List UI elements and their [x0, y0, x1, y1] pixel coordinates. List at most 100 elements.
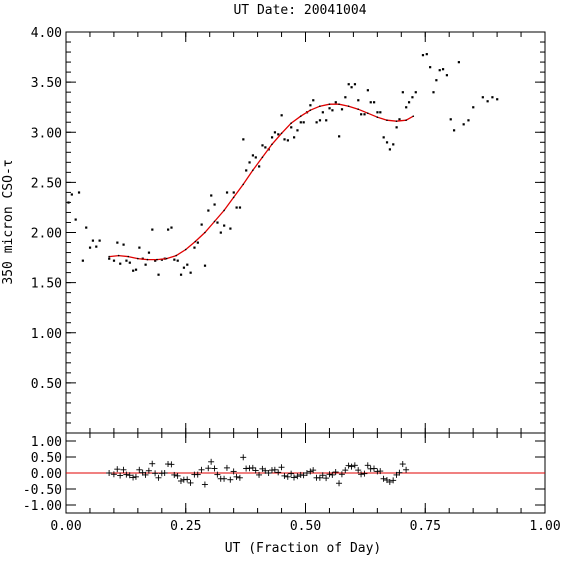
residual-point — [271, 466, 278, 473]
residual-point — [161, 470, 168, 476]
residual-point — [171, 471, 178, 478]
data-point — [283, 138, 286, 141]
residual-point — [396, 469, 403, 476]
data-point — [445, 74, 449, 77]
residual-point — [208, 458, 215, 465]
resid-y-tick-label: 0.00 — [31, 467, 62, 482]
data-point — [108, 257, 111, 260]
data-point — [254, 156, 257, 159]
residual-point — [319, 472, 326, 479]
data-point — [167, 228, 170, 231]
residual-point — [323, 475, 330, 482]
main-y-tick-label: 4.00 — [31, 26, 62, 41]
data-point — [91, 239, 95, 242]
data-point — [173, 258, 176, 261]
data-point — [318, 119, 322, 122]
data-point — [176, 259, 179, 262]
residual-point — [316, 474, 323, 481]
residual-point — [211, 465, 218, 472]
fit-sample-point — [280, 132, 283, 135]
residual-point — [201, 481, 208, 488]
fit-sample-point — [319, 105, 321, 107]
residual-point — [355, 467, 362, 474]
fit-sample-point — [290, 122, 292, 125]
residual-point — [262, 467, 269, 474]
residual-point — [233, 473, 240, 480]
x-tick-label: 0.50 — [290, 519, 321, 534]
data-point — [154, 259, 157, 262]
residual-point — [288, 470, 295, 477]
residual-point — [326, 471, 333, 478]
residual-point — [390, 477, 397, 484]
x-axis-label: UT (Fraction of Day) — [225, 541, 382, 556]
residual-point — [342, 467, 349, 474]
data-point — [207, 209, 210, 212]
data-point — [414, 91, 417, 94]
data-point — [385, 141, 389, 144]
x-tick-label: 0.75 — [410, 519, 441, 534]
residual-point — [361, 470, 368, 477]
data-point — [353, 83, 357, 86]
resid-y-tick-label: -1.00 — [23, 499, 62, 514]
data-point — [200, 223, 203, 226]
data-point — [235, 206, 238, 209]
data-point — [441, 68, 445, 71]
residual-point — [351, 462, 358, 469]
data-point — [77, 191, 81, 194]
data-point — [366, 89, 369, 92]
data-point — [296, 129, 299, 132]
residual-point — [110, 471, 117, 478]
data-point — [293, 136, 296, 139]
data-point — [452, 129, 456, 132]
residual-point — [142, 471, 149, 478]
residual-point — [275, 469, 282, 476]
data-point — [203, 264, 207, 267]
data-point — [273, 131, 277, 134]
residual-point — [377, 468, 384, 475]
fit-sample-point — [108, 255, 110, 258]
data-point — [186, 263, 189, 266]
x-axis: 0.00 0.25 0.50 0.75 1.00 — [50, 32, 561, 534]
residual-panel: -1.00-0.500.000.501.00 — [23, 432, 546, 514]
residual-point — [249, 464, 256, 471]
main-y-tick-label: 1.00 — [31, 327, 62, 342]
data-point — [232, 191, 235, 194]
residual-point — [221, 475, 228, 482]
fit-sample-point — [376, 116, 379, 119]
fit-sample-point — [395, 120, 398, 123]
data-point — [81, 259, 84, 262]
residual-point — [120, 466, 127, 473]
data-point — [449, 118, 452, 121]
fit-sample-point — [175, 254, 177, 257]
data-point — [435, 79, 438, 82]
fit-sample-point — [156, 258, 158, 261]
fit-sample-point — [213, 220, 216, 223]
data-point — [496, 98, 499, 101]
residual-point — [155, 474, 162, 481]
data-point — [248, 161, 251, 164]
data-point — [347, 83, 350, 86]
residual-point — [386, 478, 393, 485]
residual-point — [123, 471, 130, 478]
data-point — [486, 100, 489, 103]
fit-sample-point — [338, 103, 340, 105]
data-point — [225, 191, 229, 194]
residual-point — [205, 465, 212, 472]
main-y-tick-label: 3.50 — [31, 76, 62, 91]
data-point — [277, 133, 280, 136]
residual-point — [265, 470, 272, 476]
data-point — [261, 144, 264, 147]
data-point — [357, 99, 360, 102]
data-point — [125, 259, 128, 262]
data-point — [95, 245, 98, 248]
data-point — [421, 54, 425, 57]
data-point — [144, 263, 147, 266]
data-point — [363, 113, 366, 116]
residual-point — [152, 470, 159, 477]
data-point — [315, 121, 318, 124]
fit-sample-point — [127, 255, 130, 258]
data-point — [401, 91, 404, 94]
data-point — [251, 154, 255, 157]
data-point — [210, 194, 213, 197]
